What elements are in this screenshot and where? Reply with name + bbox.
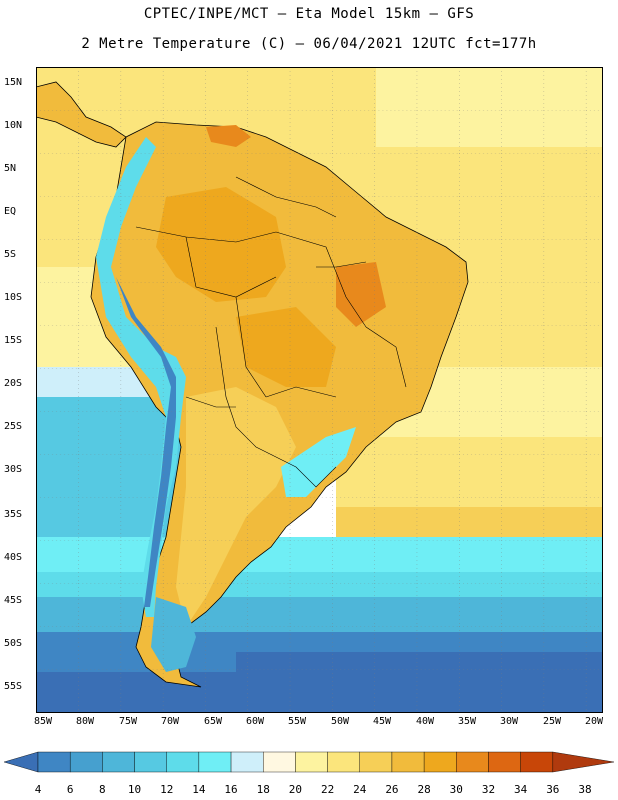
lat-label-35s: 35S [4,509,23,520]
lat-label-40s: 40S [4,552,23,563]
lat-label-eq: EQ [4,206,17,217]
lon-label-20w: 20W [584,716,604,727]
colorbar-tick-label: 26 [385,783,399,796]
lat-label-50s: 50S [4,638,23,649]
lon-label-70w: 70W [160,716,180,727]
colorbar-tick-label: 8 [99,783,106,796]
lat-label-15s: 15S [4,335,23,346]
lat-label-15n: 15N [4,77,23,88]
lat-label-5s: 5S [4,249,17,260]
colorbar-tick-label: 24 [353,783,367,796]
lat-label-10s: 10S [4,292,23,303]
map-title-line-2: 2 Metre Temperature (C) – 06/04/2021 12U… [81,36,537,52]
colorbar-tick-label: 32 [481,783,496,796]
lat-label-45s: 45S [4,595,23,606]
colorbar-segment [102,751,135,773]
colorbar-tick-label: 4 [34,783,42,796]
colorbar-segment [263,751,296,773]
lon-label-85w: 85W [33,716,53,727]
colorbar-segment [295,751,328,773]
colorbar-segment [37,751,71,773]
map-title-line-1: CPTEC/INPE/MCT – Eta Model 15km – GFS [143,6,475,22]
colorbar-arrow-high [552,751,615,773]
lon-label-45w: 45W [372,716,392,727]
lat-label-30s: 30S [4,464,23,475]
lon-label-80w: 80W [75,716,95,727]
lat-label-10n: 10N [4,120,23,131]
colorbar-tick-label: 20 [288,783,303,796]
lon-label-55w: 55W [287,716,307,727]
colorbar-tick-label: 18 [256,783,270,796]
lat-label-55s: 55S [4,681,23,692]
lat-label-25s: 25S [4,421,23,432]
lon-label-30w: 30W [499,716,519,727]
colorbar-segment [488,751,521,773]
colorbar-tick-label: 22 [320,783,335,796]
colorbar-tick-label: 36 [546,783,560,796]
colorbar-segment [327,751,360,773]
lon-label-60w: 60W [245,716,265,727]
colorbar-segment [134,751,167,773]
colorbar-segment [230,751,264,773]
lon-label-35w: 35W [457,716,477,727]
colorbar-segment [359,751,393,773]
colorbar-segment [198,751,232,773]
colorbar-segment [391,751,425,773]
colorbar-segment [423,751,457,773]
colorbar-segment [456,751,489,773]
colorbar-tick-label: 16 [224,783,238,796]
colorbar-tick-label: 34 [514,783,528,796]
lat-label-20s: 20S [4,378,23,389]
colorbar-tick-label: 10 [127,783,142,796]
lat-label-5n: 5N [4,163,17,174]
lon-label-75w: 75W [118,716,138,727]
colorbar-segment [166,751,200,773]
colorbar-tick-label: 6 [66,783,74,796]
colorbar-segment [520,751,554,773]
colorbar-tick-label: 12 [160,783,174,796]
colorbar-tick-label: 14 [192,783,206,796]
colorbar-tick-label: 28 [417,783,431,796]
colorbar-tick-label: 30 [449,783,463,796]
graticule [36,67,603,713]
colorbar-segment [69,751,103,773]
colorbar-arrow-low [3,751,39,773]
lon-label-40w: 40W [415,716,435,727]
lon-label-50w: 50W [330,716,350,727]
lon-label-65w: 65W [203,716,223,727]
colorbar-tick-label: 38 [578,783,592,796]
temperature-map [36,67,603,713]
lon-label-25w: 25W [542,716,562,727]
color-legend [3,751,615,773]
